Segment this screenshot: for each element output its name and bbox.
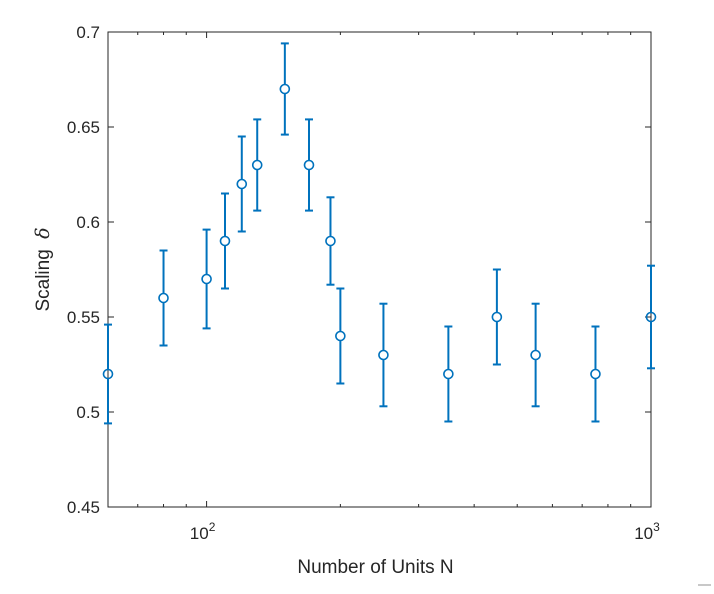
marker-circle	[645, 311, 657, 323]
data-point	[443, 325, 454, 423]
y-tick-label: 0.6	[76, 213, 100, 232]
x-tick-label-exponent: 2	[209, 520, 216, 534]
data-point	[645, 264, 657, 370]
marker-circle	[530, 349, 541, 361]
x-tick-label-base: 10	[634, 524, 653, 543]
x-tick-label: 102	[190, 520, 216, 543]
data-point	[325, 196, 336, 286]
y-axis-label: Scaling δ	[32, 227, 54, 311]
y-axis: 0.45 0.5 0.55 0.6 0.65 0.7	[67, 23, 651, 517]
data-point	[491, 268, 503, 366]
marker-circle	[443, 368, 454, 380]
data-point	[236, 135, 248, 233]
marker-circle	[158, 292, 169, 304]
marker-circle	[219, 235, 231, 247]
axes-box	[107, 31, 652, 508]
window-edge-mark	[698, 584, 711, 586]
data-point	[303, 118, 315, 212]
data-point	[590, 325, 601, 423]
marker-circle	[325, 235, 336, 247]
marker-circle	[251, 159, 263, 171]
marker-circle	[279, 83, 291, 95]
marker-circle	[303, 159, 315, 171]
y-axis-label-symbol: δ	[32, 227, 54, 238]
y-tick-label: 0.55	[67, 308, 100, 327]
x-tick-label: 103	[634, 520, 660, 543]
marker-circle	[491, 311, 503, 323]
data-point	[201, 228, 212, 330]
marker-circle	[102, 368, 114, 380]
data-point	[279, 42, 291, 136]
x-axis-label: Number of Units N	[297, 557, 453, 578]
x-tick-label-base: 10	[190, 524, 209, 543]
marker-circle	[590, 368, 601, 380]
y-tick-label: 0.65	[67, 118, 100, 137]
y-tick-label: 0.5	[76, 403, 100, 422]
data-series	[102, 42, 657, 425]
data-point	[335, 287, 346, 385]
marker-circle	[236, 178, 248, 190]
data-point	[219, 192, 231, 290]
data-point	[378, 302, 389, 408]
y-tick-label: 0.7	[76, 23, 100, 42]
x-axis: 102 103	[107, 32, 660, 543]
y-axis-label-text: Scaling	[33, 249, 54, 311]
marker-circle	[378, 349, 389, 361]
marker-circle	[201, 273, 212, 285]
y-tick-label: 0.45	[67, 498, 100, 517]
x-tick-label-exponent: 3	[653, 520, 660, 534]
data-point	[530, 302, 541, 408]
data-point	[251, 118, 263, 212]
marker-circle	[335, 330, 346, 342]
data-point	[158, 249, 169, 347]
plot-area	[107, 31, 652, 508]
data-point	[102, 323, 114, 425]
